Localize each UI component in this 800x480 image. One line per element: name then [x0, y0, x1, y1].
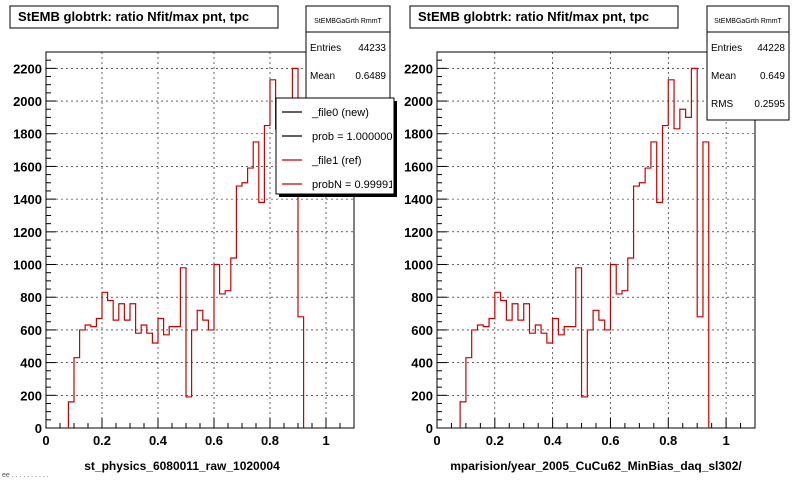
stats-label: Mean — [711, 71, 736, 82]
stats-value: 0.649 — [760, 71, 785, 82]
x-tick-label: 0.8 — [659, 433, 677, 448]
x-tick-label: 0.8 — [261, 433, 279, 448]
y-tick-label: 1600 — [404, 159, 433, 174]
y-tick-label: 800 — [20, 290, 42, 305]
title-box — [409, 5, 679, 29]
x-tick-label: 0.2 — [93, 433, 111, 448]
x-tick-label: 0.4 — [544, 433, 563, 448]
y-tick-label: 0 — [426, 421, 433, 436]
x-axis-label: mparision/year_2005_CuCu62_MinBias_daq_s… — [450, 459, 742, 473]
y-tick-label: 1800 — [13, 127, 42, 142]
y-tick-label: 1600 — [13, 159, 42, 174]
stats-box — [706, 5, 790, 121]
stats-value: 44233 — [358, 43, 386, 54]
stats-value: 44228 — [757, 43, 785, 54]
y-tick-label: 600 — [20, 323, 42, 338]
histogram-series-1 — [67, 67, 305, 428]
y-tick-label: 2200 — [13, 61, 42, 76]
y-tick-label: 1200 — [13, 225, 42, 240]
stats-label: Mean — [310, 71, 335, 82]
legend-box — [275, 97, 395, 195]
y-tick-label: 1000 — [404, 258, 433, 273]
x-tick-label: 0.6 — [601, 433, 619, 448]
y-tick-label: 400 — [411, 356, 433, 371]
stats-value: 0.2595 — [754, 99, 785, 110]
y-tick-label: 2200 — [404, 61, 433, 76]
x-tick-label: 1 — [722, 433, 729, 448]
chart-title: StEMB globtrk: ratio Nfit/max pnt, tpc — [418, 9, 649, 24]
y-tick-label: 600 — [411, 323, 433, 338]
chart-title: StEMB globtrk: ratio Nfit/max pnt, tpc — [18, 9, 249, 24]
y-tick-label: 1400 — [13, 192, 42, 207]
y-tick-label: 1200 — [404, 225, 433, 240]
x-tick-label: 0.2 — [486, 433, 504, 448]
chart-panel-1: 0 0.2 0.4 0.6 0.8 1 0 200 400 600 800 1000 1200 1400 1… — [9, 5, 397, 473]
chart-panel-2: 0 0.2 0.4 0.6 0.8 1 0 200 400 600 800 1000 1200 1400 1… — [404, 5, 790, 473]
y-tick-label: 400 — [20, 356, 42, 371]
y-tick-label: 1800 — [404, 127, 433, 142]
x-axis-label: st_physics_6080011_raw_1020004 — [84, 459, 280, 473]
title-box — [9, 5, 279, 29]
stats-label: Entries — [711, 43, 742, 54]
histogram-series-1 — [459, 67, 710, 428]
legend-label: prob = 1.000000 — [312, 131, 392, 143]
y-tick-label: 2000 — [13, 94, 42, 109]
x-tick-label: 0 — [433, 433, 440, 448]
stats-name: StEMBGaGrth RmmT — [314, 18, 382, 25]
y-tick-label: 200 — [411, 388, 433, 403]
y-tick-label: 800 — [411, 290, 433, 305]
y-tick-label: 200 — [20, 388, 42, 403]
stats-box — [305, 5, 391, 111]
legend-entries: _file0 (new) prob = 1.000000 _file1 (ref) p… — [282, 107, 394, 191]
plot-frame — [436, 51, 756, 429]
x-tick-label: 0 — [42, 433, 49, 448]
footer-text: ee . . . . . . . . . . — [2, 472, 49, 479]
legend-label: _file0 (new) — [311, 107, 369, 119]
x-tick-label: 0.4 — [149, 433, 168, 448]
legend-label: probN = 0.99991 — [312, 179, 394, 191]
y-tick-label: 2000 — [404, 94, 433, 109]
stats-label: RMS — [711, 99, 734, 110]
stats-name: StEMBGaGrth RmmT — [714, 18, 782, 25]
legend-label: _file1 (ref) — [311, 155, 362, 167]
y-tick-label: 0 — [35, 421, 42, 436]
y-tick-label: 1400 — [404, 192, 433, 207]
stats-label: Entries — [310, 43, 341, 54]
x-tick-label: 1 — [322, 433, 329, 448]
stats-value: 0.6489 — [355, 71, 386, 82]
y-tick-label: 1000 — [13, 258, 42, 273]
x-tick-label: 0.6 — [205, 433, 223, 448]
